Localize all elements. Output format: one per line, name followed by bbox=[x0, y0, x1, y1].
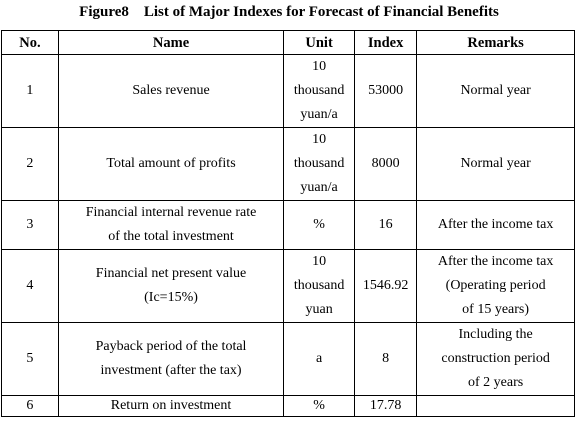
header-unit: Unit bbox=[283, 30, 355, 55]
header-name: Name bbox=[57, 30, 285, 55]
cell-index: 8 bbox=[353, 322, 418, 396]
cell-name: Payback period of the total investment (… bbox=[57, 322, 285, 396]
cell-name: Financial net present value (Ic=15%) bbox=[57, 249, 285, 323]
table-row: 5 Payback period of the total investment… bbox=[1, 322, 575, 396]
cell-no: 2 bbox=[1, 127, 59, 201]
cell-remarks: Normal year bbox=[416, 54, 575, 128]
cell-unit: 10 thousand yuan bbox=[283, 249, 355, 323]
table-row: 6 Return on investment % 17.78 bbox=[1, 395, 575, 417]
table-row: 4 Financial net present value (Ic=15%) 1… bbox=[1, 249, 575, 323]
cell-no: 4 bbox=[1, 249, 59, 323]
cell-no: 5 bbox=[1, 322, 59, 396]
cell-index: 16 bbox=[353, 200, 418, 250]
financial-indexes-table: No. Name Unit Index Remarks 1 Sales reve… bbox=[1, 30, 575, 417]
cell-unit: a bbox=[283, 322, 355, 396]
cell-name: Sales revenue bbox=[57, 54, 285, 128]
cell-no: 6 bbox=[1, 395, 59, 417]
table-title: Figure8 List of Major Indexes for Foreca… bbox=[79, 4, 499, 20]
cell-no: 1 bbox=[1, 54, 59, 128]
cell-remarks: After the income tax (Operating period o… bbox=[416, 249, 575, 323]
cell-no: 3 bbox=[1, 200, 59, 250]
header-index: Index bbox=[353, 30, 418, 55]
cell-unit: 10 thousand yuan/a bbox=[283, 54, 355, 128]
table-row: 2 Total amount of profits 10 thousand yu… bbox=[1, 127, 575, 201]
header-remarks: Remarks bbox=[416, 30, 575, 55]
table-row: 1 Sales revenue 10 thousand yuan/a 53000… bbox=[1, 54, 575, 128]
table-row: 3 Financial internal revenue rate of the… bbox=[1, 200, 575, 250]
header-row: No. Name Unit Index Remarks bbox=[1, 30, 575, 55]
cell-remarks: Normal year bbox=[416, 127, 575, 201]
cell-unit: % bbox=[283, 200, 355, 250]
cell-index: 1546.92 bbox=[353, 249, 418, 323]
cell-index: 17.78 bbox=[353, 395, 418, 417]
cell-index: 8000 bbox=[353, 127, 418, 201]
cell-unit: 10 thousand yuan/a bbox=[283, 127, 355, 201]
header-no: No. bbox=[1, 30, 59, 55]
cell-name: Total amount of profits bbox=[57, 127, 285, 201]
cell-remarks: After the income tax bbox=[416, 200, 575, 250]
cell-remarks: Including the construction period of 2 y… bbox=[416, 322, 575, 396]
cell-name: Financial internal revenue rate of the t… bbox=[57, 200, 285, 250]
cell-unit: % bbox=[283, 395, 355, 417]
cell-name: Return on investment bbox=[57, 395, 285, 417]
cell-index: 53000 bbox=[353, 54, 418, 128]
cell-remarks bbox=[416, 395, 575, 417]
